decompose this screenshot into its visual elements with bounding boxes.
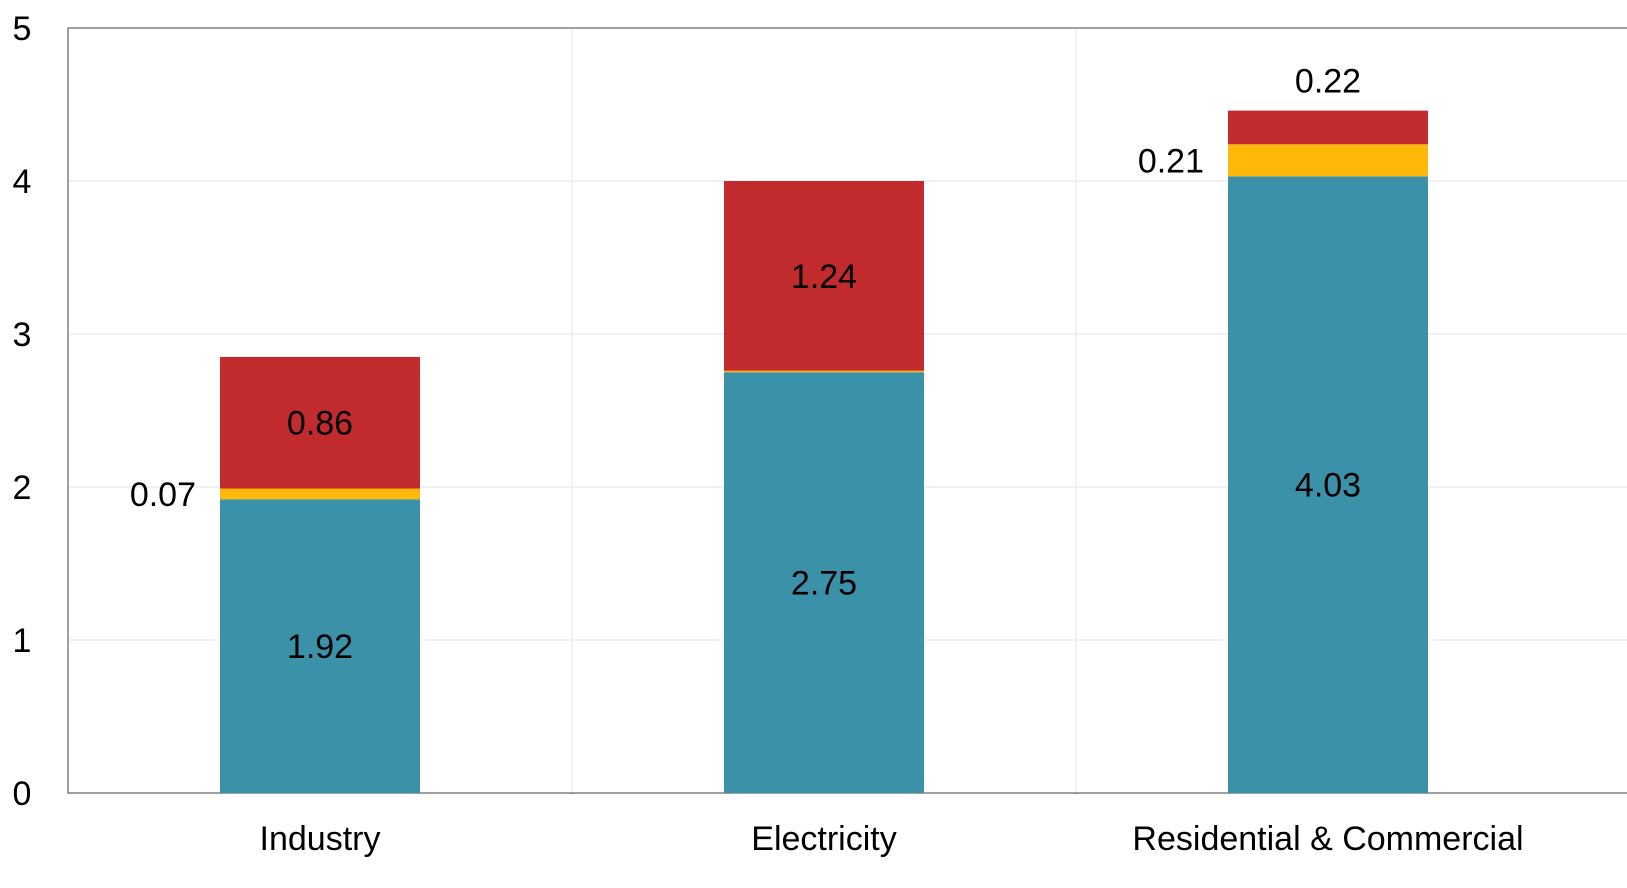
bar-segment [220,499,420,793]
bar-segment [220,356,420,489]
bar-segment [1228,176,1428,793]
bar-segment [1228,144,1428,177]
x-tick-label: Industry [260,820,381,858]
bar-segment [220,488,420,500]
bar-segment [724,181,924,371]
data-labels: 1.92 0.07 0.86 2.75 1.24 4.03 0.21 0.22 [130,63,1361,666]
bar-segment [724,372,924,793]
x-tick-label: Electricity [751,820,896,858]
y-axis-ticks: 0 1 2 3 4 5 [13,10,32,813]
y-tick-label: 1 [13,622,32,660]
data-label: 0.86 [287,405,353,443]
data-label: 0.07 [130,476,196,514]
y-tick-label: 4 [13,163,32,201]
y-tick-label: 5 [13,10,32,48]
data-label: 2.75 [791,565,857,603]
y-tick-label: 3 [13,316,32,354]
bar-segment [1228,110,1428,145]
x-axis-labels: Industry Electricity Residential & Commerc… [260,820,1524,858]
y-tick-label: 2 [13,469,32,507]
y-tick-label: 0 [13,775,32,813]
x-tick-label: Residential & Commercial [1132,820,1523,858]
data-label: 4.03 [1295,467,1361,505]
data-label: 0.21 [1138,142,1204,180]
bars [220,110,1428,793]
data-label: 1.92 [287,628,353,666]
data-label: 1.24 [791,258,857,296]
bar-segment [724,370,924,373]
data-label: 0.22 [1295,63,1361,101]
